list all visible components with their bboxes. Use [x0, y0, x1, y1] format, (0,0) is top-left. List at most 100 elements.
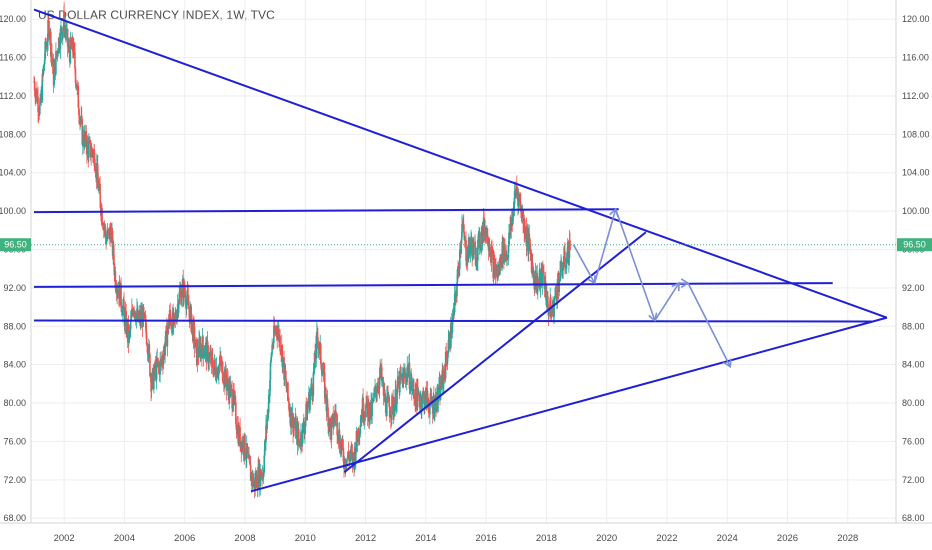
candle-body — [188, 305, 190, 310]
candle-body — [380, 366, 383, 382]
candle-body — [320, 343, 322, 364]
candle-body — [244, 434, 246, 455]
candle-body — [120, 283, 122, 306]
candle-body — [80, 115, 83, 120]
candle-body — [206, 340, 209, 346]
candle-body — [342, 439, 344, 449]
x-tick-label: 2010 — [295, 533, 316, 544]
y-tick-label-right: 80.00 — [902, 398, 925, 408]
candle-body — [317, 336, 319, 349]
candle-body — [469, 245, 472, 254]
candle-body — [115, 288, 117, 291]
candle-body — [203, 354, 205, 358]
candle-body — [164, 346, 166, 356]
candle-body — [155, 358, 158, 380]
candle-body — [424, 391, 427, 404]
candle-body — [89, 140, 92, 157]
candle-body — [412, 382, 415, 390]
candle-body — [94, 166, 96, 171]
candle-body — [281, 345, 284, 368]
candle-body — [217, 374, 220, 376]
candle-body — [478, 231, 481, 249]
candle-body — [556, 298, 558, 300]
candle-body — [513, 191, 516, 205]
candle-body — [310, 383, 313, 389]
candle-body — [164, 331, 167, 347]
candle-body — [522, 209, 524, 224]
candle-body — [112, 244, 115, 264]
candle-body — [263, 455, 266, 473]
candle-body — [373, 391, 376, 394]
candle-body — [553, 302, 555, 317]
candle-body — [135, 314, 138, 323]
candle-body — [519, 202, 522, 211]
candle-body — [426, 390, 429, 401]
candle-body — [290, 407, 293, 428]
candle-body — [455, 291, 457, 297]
candle-body — [468, 237, 471, 248]
candle-body — [489, 251, 492, 253]
candle-body — [500, 265, 503, 267]
candle-body — [159, 359, 161, 375]
candle-body — [242, 439, 245, 454]
candle-body — [475, 263, 477, 266]
candle-body — [187, 294, 190, 306]
candle-body — [460, 244, 462, 254]
candle-body — [377, 386, 379, 393]
candle-body — [78, 107, 80, 116]
candle-body — [386, 396, 388, 417]
candle-body — [106, 230, 109, 239]
candle-body — [204, 345, 207, 355]
candle-body — [267, 394, 270, 413]
candle-body — [555, 292, 558, 300]
candle-body — [39, 104, 41, 115]
candle-body — [231, 388, 233, 409]
y-tick-label-right: 108.00 — [902, 129, 930, 139]
candle-body — [344, 467, 347, 470]
candle-body — [51, 52, 53, 59]
candle-body — [194, 339, 197, 347]
candle-body — [453, 293, 456, 313]
candle-body — [142, 307, 144, 327]
trendline — [34, 208, 619, 214]
candle-body — [74, 68, 77, 83]
candle-body — [131, 308, 134, 312]
candle-body — [518, 196, 521, 203]
candle-body — [568, 258, 570, 264]
candle-body — [213, 367, 215, 376]
candle-body — [329, 418, 332, 426]
candle-body — [170, 325, 173, 327]
trendline — [33, 8, 888, 319]
y-tick-label-right: 84.00 — [902, 360, 925, 370]
candle-body — [128, 330, 131, 335]
candle-body — [464, 237, 467, 241]
candle-body — [483, 217, 485, 235]
candle-body — [233, 389, 235, 400]
candle-body — [419, 401, 422, 408]
candle-body — [101, 222, 104, 226]
y-tick-label-left: 112.00 — [0, 91, 26, 101]
candle-body — [96, 164, 99, 180]
candle-body — [148, 344, 151, 354]
candle-body — [526, 234, 528, 247]
candle-body — [504, 246, 506, 256]
candle-body — [548, 311, 550, 317]
x-tick-label: 2022 — [656, 533, 677, 544]
candle-body — [529, 243, 532, 253]
y-tick-label-right: 104.00 — [902, 168, 930, 178]
y-tick-label-left: 120.00 — [0, 14, 26, 24]
candle-body — [61, 31, 64, 39]
candle-body — [530, 252, 532, 258]
candle-body — [301, 423, 304, 444]
candle-body — [338, 429, 341, 446]
candle-body — [477, 239, 479, 261]
projection-segment — [572, 244, 596, 284]
candle-body — [391, 395, 394, 399]
candle-body — [227, 378, 229, 388]
candle-body — [357, 428, 360, 438]
candle-body — [97, 179, 100, 191]
candle-body — [62, 25, 65, 32]
candle-body — [344, 458, 346, 470]
candle-body — [405, 373, 408, 382]
